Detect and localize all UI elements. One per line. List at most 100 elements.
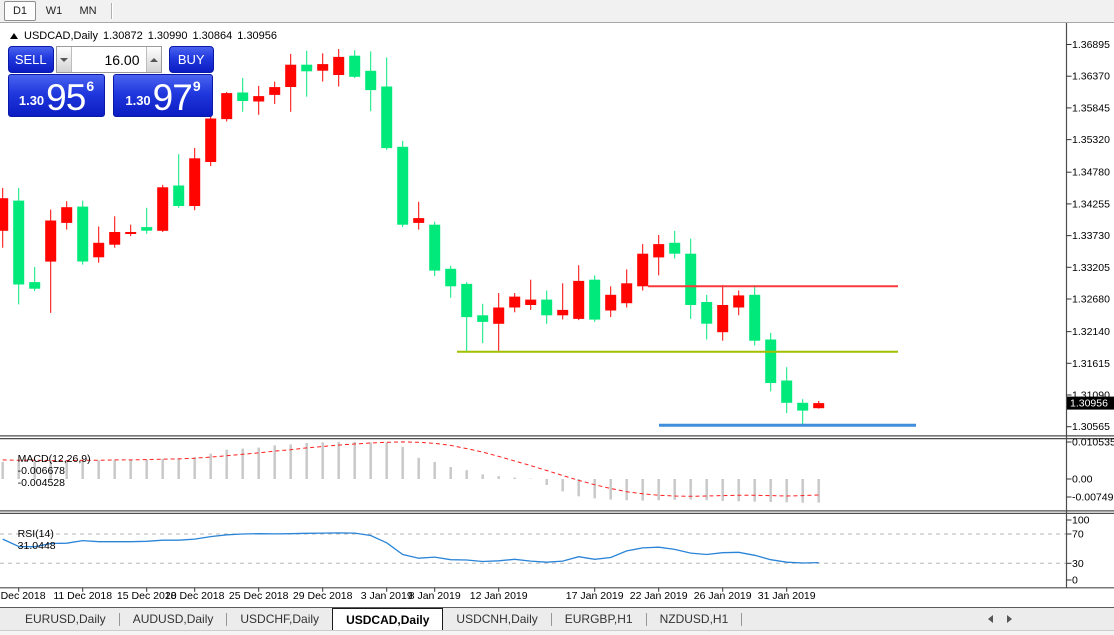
volume-increase-button[interactable] (145, 47, 161, 72)
tab-separator (118, 612, 120, 626)
price-axis: 1.36895 1.36370 1.35845 1.35320 1.34780 1.342… (1066, 39, 1114, 433)
rsi-label: RSI(14) 31.0448 (6, 516, 56, 564)
triangle-up-icon (149, 57, 158, 62)
sell-price-display[interactable]: 1.30 95 6 (8, 74, 105, 117)
svg-text:1.33205: 1.33205 (1072, 262, 1110, 274)
rsi-panel (0, 532, 1067, 564)
tab-eurgbp-h1[interactable]: EURGBP,H1 (564, 612, 633, 626)
svg-text:8 Jan 2019: 8 Jan 2019 (409, 590, 461, 602)
scroll-right-icon[interactable] (1007, 615, 1012, 623)
trade-panel-top-row: SELL BUY (8, 46, 214, 73)
macd-name: MACD(12,26,9) (17, 453, 91, 465)
status-strip (0, 630, 1114, 635)
svg-text:1.30565: 1.30565 (1072, 421, 1110, 433)
timeframe-button-mn[interactable]: MN (79, 5, 97, 17)
tab-separator (645, 612, 647, 626)
svg-text:1.32680: 1.32680 (1072, 294, 1110, 306)
svg-text:1.30956: 1.30956 (1070, 398, 1108, 410)
header-low: 1.30864 (192, 30, 233, 42)
buy-price-display[interactable]: 1.30 97 9 (113, 74, 213, 117)
svg-text:12 Jan 2019: 12 Jan 2019 (470, 590, 528, 602)
svg-text:1.35845: 1.35845 (1072, 102, 1110, 114)
candlestick-series (0, 49, 825, 425)
buy-button[interactable]: BUY (168, 46, 214, 73)
volume-control (55, 46, 162, 73)
current-price-badge (1067, 396, 1114, 410)
sell-price-pip: 6 (86, 78, 95, 94)
svg-text:22 Jan 2019: 22 Jan 2019 (630, 590, 688, 602)
collapse-triangle-icon[interactable] (10, 33, 18, 39)
tab-usdcad-daily[interactable]: USDCAD,Daily (332, 608, 444, 630)
svg-text:0.010535: 0.010535 (1072, 437, 1114, 449)
svg-text:6 Dec 2018: 6 Dec 2018 (0, 590, 46, 602)
buy-price-pip: 9 (192, 78, 201, 94)
svg-text:25 Dec 2018: 25 Dec 2018 (229, 590, 289, 602)
timeframe-button-w1[interactable]: W1 (45, 5, 63, 17)
rsi-name: RSI(14) (17, 528, 54, 540)
macd-panel (1, 441, 820, 503)
svg-text:1.34780: 1.34780 (1072, 167, 1110, 179)
timeframe-toolbar: D1 W1 MN (0, 0, 1114, 23)
svg-text:3 Jan 2019: 3 Jan 2019 (361, 590, 413, 602)
tab-usdchf-daily[interactable]: USDCHF,Daily (240, 612, 320, 626)
horizontal-line-objects[interactable] (457, 285, 916, 427)
svg-text:20 Dec 2018: 20 Dec 2018 (165, 590, 225, 602)
panel-separators[interactable] (0, 435, 1114, 589)
rsi-value: 31.0448 (17, 540, 56, 552)
macd-axis: 0.010535 0.00 -0.007498 (1066, 437, 1114, 504)
tab-separator (550, 612, 552, 626)
svg-text:11 Dec 2018: 11 Dec 2018 (53, 590, 112, 602)
svg-text:100: 100 (1072, 515, 1090, 527)
svg-text:17 Jan 2019: 17 Jan 2019 (566, 590, 624, 602)
sell-price-big: 95 (46, 77, 86, 118)
buy-price-big: 97 (152, 77, 193, 118)
svg-text:70: 70 (1072, 529, 1084, 541)
tab-scroll-arrows (988, 608, 1012, 630)
svg-text:29 Dec 2018: 29 Dec 2018 (293, 590, 353, 602)
svg-text:0.00: 0.00 (1072, 474, 1093, 486)
header-close: 1.30956 (237, 30, 278, 42)
chart-tab-bar: EURUSD,Daily AUDUSD,Daily USDCHF,Daily USDC… (0, 607, 1114, 630)
tab-separator (226, 612, 228, 626)
macd-signal-value: -0.004528 (17, 477, 65, 489)
svg-text:1.36370: 1.36370 (1072, 71, 1110, 83)
svg-text:1.32140: 1.32140 (1072, 326, 1110, 338)
svg-text:15 Dec 2018: 15 Dec 2018 (117, 590, 177, 602)
tab-usdcnh-daily[interactable]: USDCNH,Daily (456, 612, 538, 626)
one-click-trading-panel: SELL BUY 1.30 95 6 1.30 97 9 (8, 46, 214, 117)
tab-audusd-daily[interactable]: AUDUSD,Daily (132, 612, 214, 626)
volume-input[interactable] (71, 47, 146, 72)
macd-main-value: -0.006678 (17, 465, 65, 477)
header-symbol: USDCAD,Daily (24, 30, 98, 42)
timeframe-button-d1[interactable]: D1 (4, 1, 36, 21)
sell-button[interactable]: SELL (8, 46, 54, 73)
svg-text:30: 30 (1072, 558, 1084, 570)
sell-price-prefix: 1.30 (18, 93, 45, 108)
triangle-down-icon (59, 57, 68, 62)
scroll-left-icon[interactable] (988, 615, 993, 623)
svg-text:26 Jan 2019: 26 Jan 2019 (694, 590, 752, 602)
chart-header: USDCAD,Daily 1.30872 1.30990 1.30864 1.3… (10, 30, 282, 42)
svg-text:1.33730: 1.33730 (1072, 230, 1110, 242)
volume-decrease-button[interactable] (56, 47, 72, 72)
chart-background (0, 23, 1114, 607)
buy-price-prefix: 1.30 (125, 93, 151, 108)
svg-text:31 Jan 2019: 31 Jan 2019 (758, 590, 816, 602)
tab-separator (741, 612, 743, 626)
svg-text:1.36895: 1.36895 (1072, 39, 1110, 51)
trade-panel-price-row: 1.30 95 6 1.30 97 9 (8, 74, 214, 117)
rsi-axis: 100 70 30 0 (1066, 515, 1090, 587)
toolbar-separator (111, 3, 113, 19)
tab-nzdusd-h1[interactable]: NZDUSD,H1 (659, 612, 729, 626)
svg-text:1.34255: 1.34255 (1072, 198, 1110, 210)
macd-label: MACD(12,26,9) -0.006678 -0.004528 (6, 441, 91, 501)
svg-text:1.35320: 1.35320 (1072, 134, 1110, 146)
svg-text:-0.007498: -0.007498 (1072, 492, 1114, 504)
tab-eurusd-daily[interactable]: EURUSD,Daily (25, 612, 106, 626)
header-high: 1.30990 (147, 30, 188, 42)
svg-text:1.31615: 1.31615 (1072, 358, 1110, 370)
header-open: 1.30872 (102, 30, 143, 42)
